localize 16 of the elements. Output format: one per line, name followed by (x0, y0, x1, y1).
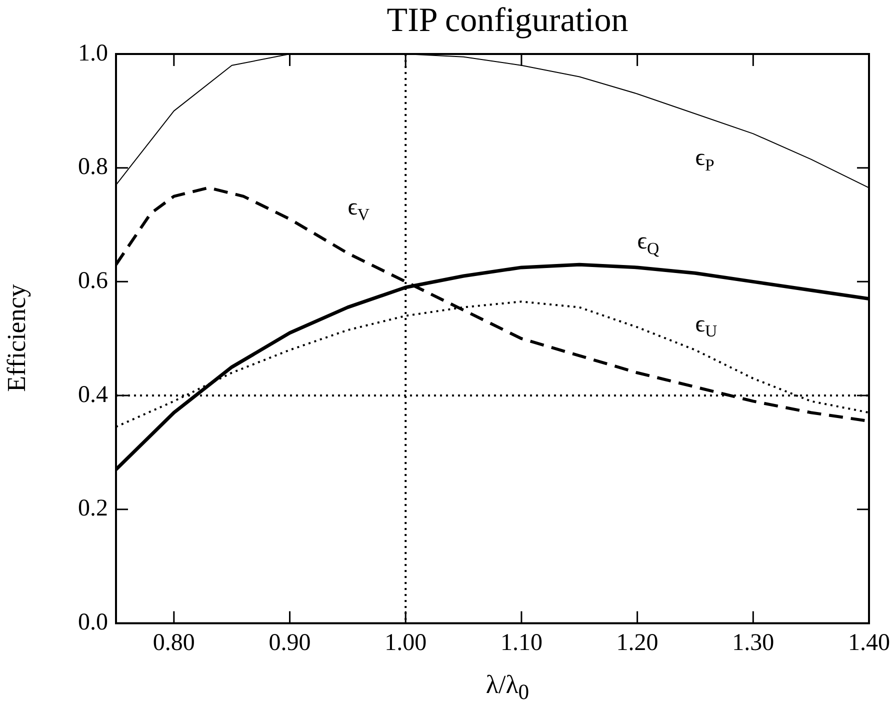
x-tick-label: 1.00 (384, 630, 427, 656)
x-axis-title: λ/λ$_{0}$ (484, 670, 530, 706)
y-tick-label: 0.4 (78, 382, 108, 408)
x-tick-label: 1.20 (616, 630, 658, 656)
x-tick-label: 1.10 (500, 630, 542, 656)
y-tick-label: 0.8 (78, 154, 108, 180)
y-tick-label: 1.0 (78, 40, 108, 66)
x-tick-label: 0.80 (152, 630, 195, 656)
x-tick-label: 0.90 (268, 630, 311, 656)
y-tick-label: 0.0 (78, 609, 108, 636)
chart-title: TIP configuration (386, 2, 630, 40)
x-tick-label: 1.30 (732, 630, 774, 656)
x-tick-label: 1.40 (848, 630, 890, 656)
y-tick-label: 0.2 (78, 496, 108, 522)
y-axis-title: Efficiency (2, 283, 32, 394)
y-tick-label: 0.6 (78, 268, 108, 294)
